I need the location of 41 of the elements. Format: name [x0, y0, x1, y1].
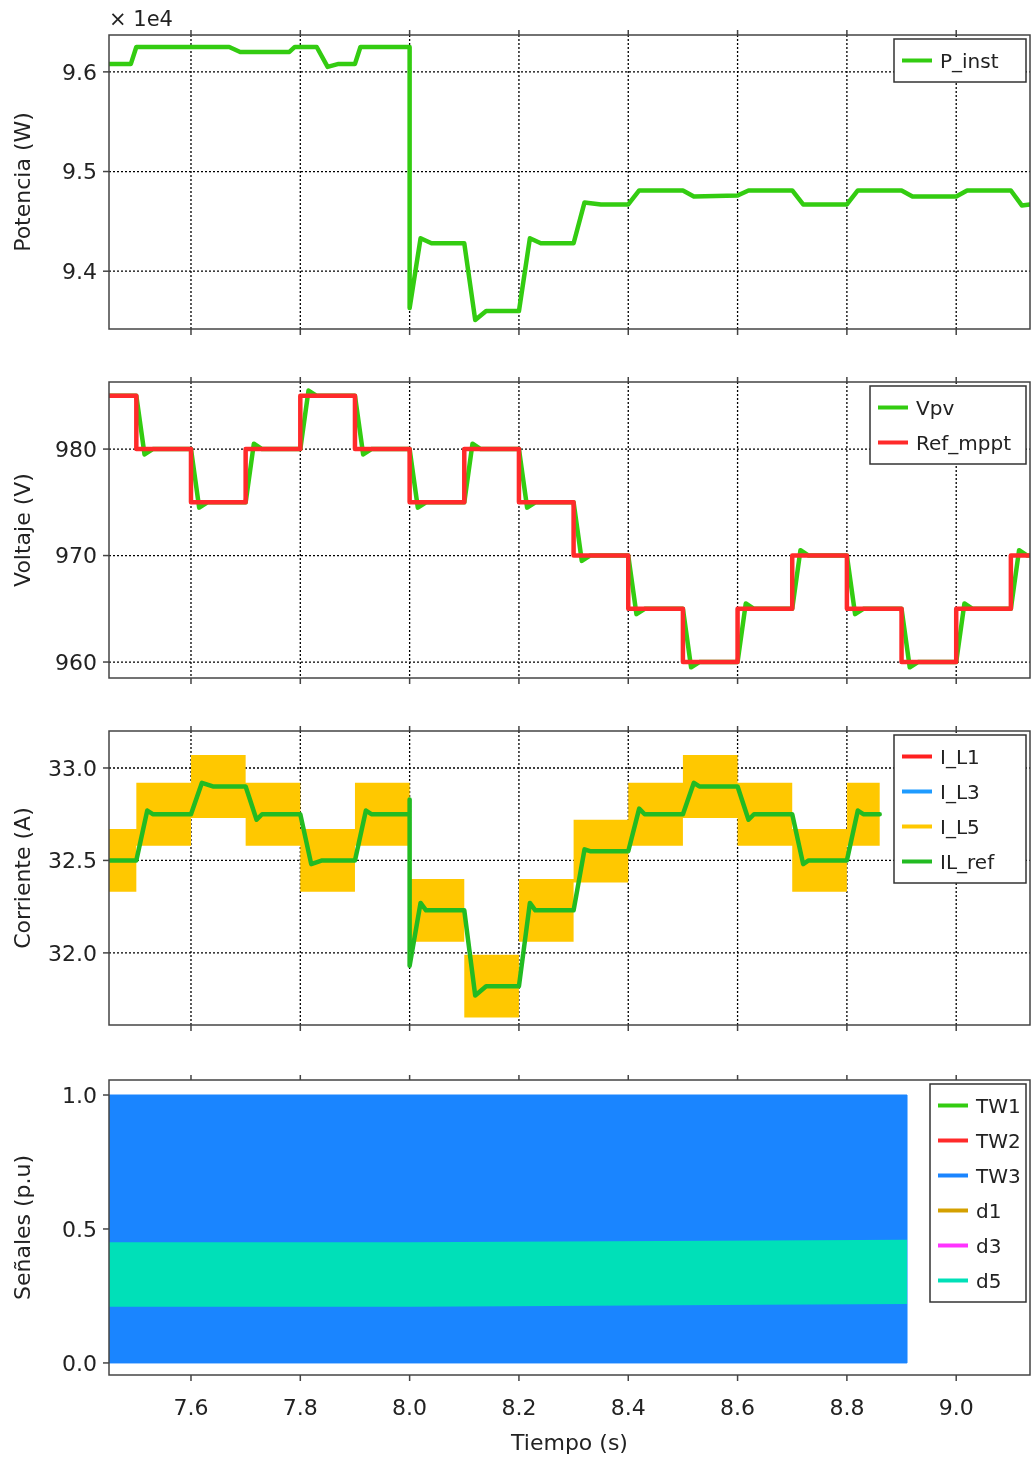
legend-label: d3: [976, 1233, 1002, 1258]
x-tick-label: 7.8: [282, 1395, 318, 1420]
legend-label: TW1: [975, 1093, 1021, 1118]
legend-label: d5: [976, 1268, 1002, 1293]
x-axis-title: Tiempo (s): [510, 1430, 628, 1455]
legend-label: TW2: [975, 1128, 1021, 1153]
x-tick-label: 8.2: [501, 1395, 537, 1420]
legend-label: I_L1: [940, 744, 980, 769]
y-tick-label: 9.5: [62, 159, 97, 185]
y-tick-label: 0.5: [62, 1216, 97, 1242]
y-axis-title: Señales (p.u): [10, 1154, 35, 1301]
legend-label: TW3: [975, 1163, 1021, 1188]
y-tick-label: 980: [55, 436, 97, 462]
y-tick-label: 32.5: [48, 848, 97, 874]
x-tick-label: 8.6: [720, 1395, 756, 1420]
legend-label: I_L5: [940, 814, 980, 839]
legend-label: Vpv: [916, 395, 955, 420]
x-tick-label: 7.6: [173, 1395, 209, 1420]
y-tick-label: 9.6: [62, 59, 97, 85]
y-axis-title: Voltaje (V): [10, 473, 35, 587]
line-series: [109, 44, 1030, 323]
legend-label: Ref_mppt: [916, 430, 1012, 455]
x-tick-label: 8.0: [392, 1395, 428, 1420]
y-tick-label: 970: [55, 543, 97, 569]
legend-label: I_L3: [940, 779, 980, 804]
text: × 1e4: [109, 7, 173, 31]
y-axis-title: Corriente (A): [10, 807, 35, 949]
x-tick-label: 8.8: [829, 1395, 865, 1420]
legend-label: d1: [976, 1198, 1002, 1223]
y-tick-label: 33.0: [48, 755, 97, 781]
y-tick-label: 9.4: [62, 258, 97, 284]
line-series: [109, 780, 882, 998]
y-tick-label: 1.0: [62, 1082, 97, 1108]
y-tick-label: 960: [55, 649, 97, 675]
y-tick-label: 0.0: [62, 1350, 97, 1376]
y-axis-title: Potencia (W): [10, 112, 35, 252]
legend-label: P_inst: [940, 48, 999, 73]
x-tick-label: 9.0: [938, 1395, 974, 1420]
y-tick-label: 32.0: [48, 940, 97, 966]
x-tick-label: 8.4: [610, 1395, 646, 1420]
legend-label: IL_ref: [940, 849, 996, 874]
